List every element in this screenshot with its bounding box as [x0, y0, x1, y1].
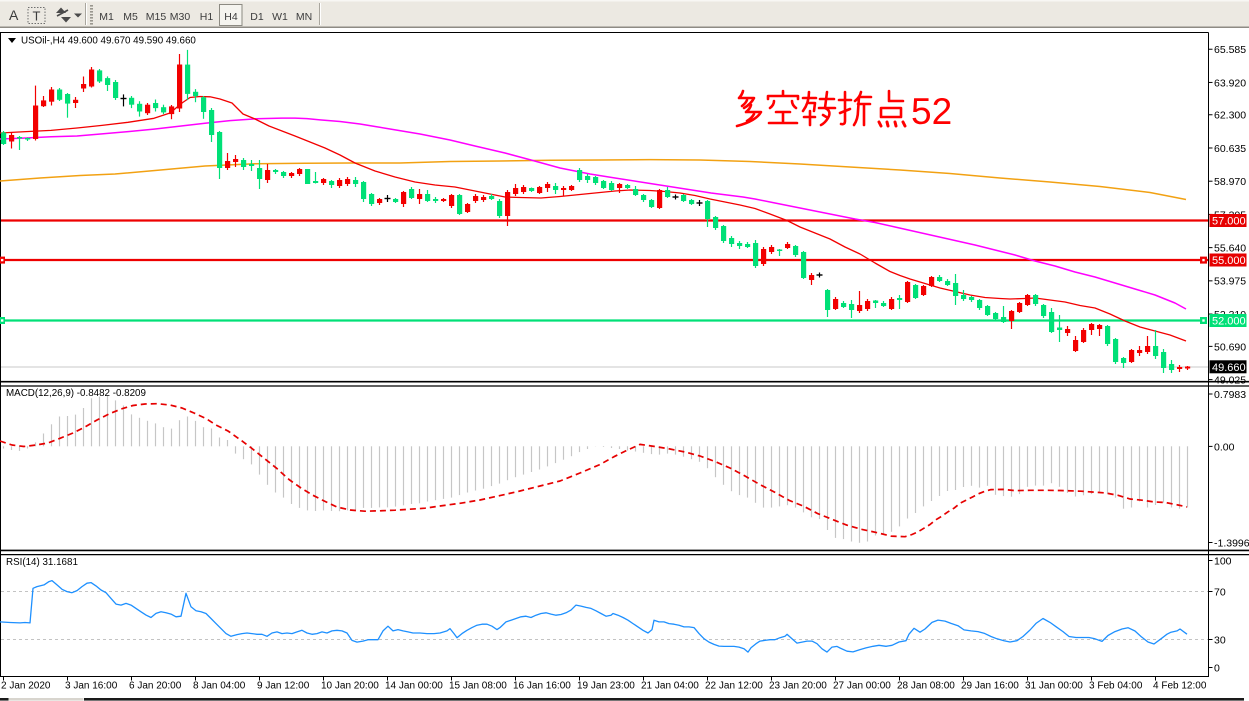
svg-text:23 Jan 20:00: 23 Jan 20:00: [769, 681, 827, 692]
svg-text:MACD(12,26,9) -0.8482 -0.8209: MACD(12,26,9) -0.8482 -0.8209: [6, 388, 146, 399]
svg-text:55.640: 55.640: [1214, 243, 1246, 255]
svg-text:63.920: 63.920: [1214, 77, 1246, 89]
svg-text:RSI(14) 31.1681: RSI(14) 31.1681: [6, 557, 78, 568]
svg-text:T: T: [33, 9, 41, 24]
svg-text:-1.3996: -1.3996: [1214, 537, 1249, 549]
svg-text:49.660: 49.660: [1212, 362, 1246, 374]
svg-text:4 Feb 12:00: 4 Feb 12:00: [1153, 681, 1207, 692]
svg-text:3 Jan 16:00: 3 Jan 16:00: [65, 681, 118, 692]
svg-text:W1: W1: [272, 11, 288, 23]
svg-text:A: A: [9, 7, 19, 23]
svg-text:M1: M1: [99, 11, 114, 23]
svg-text:14 Jan 00:00: 14 Jan 00:00: [385, 681, 443, 692]
svg-text:10 Jan 20:00: 10 Jan 20:00: [321, 681, 379, 692]
svg-text:21 Jan 04:00: 21 Jan 04:00: [641, 681, 699, 692]
svg-text:3 Feb 04:00: 3 Feb 04:00: [1089, 681, 1143, 692]
svg-text:15 Jan 08:00: 15 Jan 08:00: [449, 681, 507, 692]
svg-text:D1: D1: [250, 11, 264, 23]
svg-text:29 Jan 16:00: 29 Jan 16:00: [961, 681, 1019, 692]
svg-text:65.585: 65.585: [1214, 44, 1246, 56]
svg-text:31 Jan 00:00: 31 Jan 00:00: [1025, 681, 1083, 692]
svg-text:0: 0: [1214, 662, 1220, 674]
svg-text:52.000: 52.000: [1212, 316, 1246, 328]
svg-text:50.690: 50.690: [1214, 341, 1246, 353]
svg-text:52: 52: [911, 91, 952, 132]
svg-text:0.00: 0.00: [1214, 441, 1235, 453]
svg-text:28 Jan 08:00: 28 Jan 08:00: [897, 681, 955, 692]
svg-text:55.000: 55.000: [1212, 255, 1246, 267]
svg-text:60.635: 60.635: [1214, 143, 1246, 155]
svg-text:H4: H4: [224, 11, 238, 23]
svg-text:9 Jan 12:00: 9 Jan 12:00: [257, 681, 310, 692]
svg-text:2 Jan 2020: 2 Jan 2020: [1, 681, 51, 692]
svg-text:MN: MN: [296, 11, 312, 23]
svg-text:6 Jan 20:00: 6 Jan 20:00: [129, 681, 182, 692]
svg-text:57.000: 57.000: [1212, 216, 1246, 228]
svg-text:M15: M15: [146, 11, 167, 23]
svg-text:8 Jan 04:00: 8 Jan 04:00: [193, 681, 246, 692]
svg-text:M5: M5: [123, 11, 138, 23]
svg-text:16 Jan 16:00: 16 Jan 16:00: [513, 681, 571, 692]
svg-text:0.7983: 0.7983: [1214, 389, 1246, 401]
svg-text:70: 70: [1214, 586, 1226, 598]
svg-text:USOil-,H4 49.600 49.670 49.59: USOil-,H4 49.600 49.670 49.590 49.660: [21, 36, 196, 47]
svg-text:H1: H1: [200, 11, 214, 23]
svg-text:62.300: 62.300: [1214, 110, 1246, 122]
svg-text:58.970: 58.970: [1214, 176, 1246, 188]
svg-text:100: 100: [1214, 555, 1232, 567]
svg-text:19 Jan 23:00: 19 Jan 23:00: [577, 681, 635, 692]
svg-text:49.025: 49.025: [1214, 375, 1246, 387]
svg-text:M30: M30: [170, 11, 191, 23]
svg-text:30: 30: [1214, 634, 1226, 646]
svg-text:27 Jan 00:00: 27 Jan 00:00: [833, 681, 891, 692]
svg-text:53.975: 53.975: [1214, 276, 1246, 288]
svg-text:22 Jan 12:00: 22 Jan 12:00: [705, 681, 763, 692]
